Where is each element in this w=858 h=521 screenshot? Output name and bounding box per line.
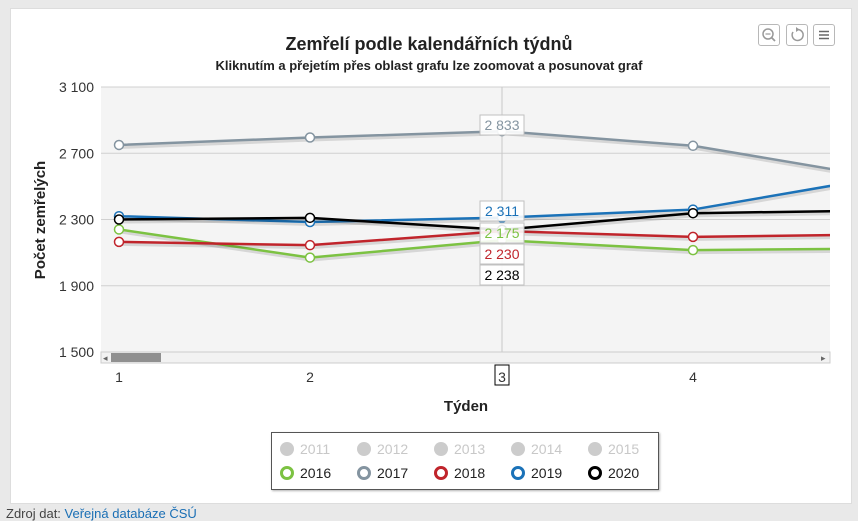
data-point-2016[interactable] bbox=[115, 225, 124, 234]
legend-label: 2017 bbox=[377, 465, 408, 481]
data-point-2018[interactable] bbox=[689, 232, 698, 241]
y-axis-label: Počet zemřelých bbox=[32, 161, 49, 279]
footer: Zdroj dat: Veřejná databáze ČSÚ bbox=[6, 506, 197, 521]
data-point-2016[interactable] bbox=[689, 246, 698, 255]
data-point-2020[interactable] bbox=[115, 215, 124, 224]
legend-label: 2018 bbox=[454, 465, 485, 481]
legend-label: 2015 bbox=[608, 441, 639, 457]
legend-label: 2012 bbox=[377, 441, 408, 457]
legend-item-2020[interactable]: 2020 bbox=[588, 463, 639, 483]
x-axis: 1 2 3 4 bbox=[115, 365, 697, 385]
legend-marker-icon bbox=[357, 466, 371, 480]
legend-item-2014[interactable]: 2014 bbox=[511, 439, 562, 459]
y-tick-label: 1 900 bbox=[59, 278, 94, 294]
data-point-2017[interactable] bbox=[115, 140, 124, 149]
legend: 2011 2012 2013 2014 2015 2016 2017 2018 2019 2020 bbox=[271, 432, 659, 490]
legend-marker-icon bbox=[588, 442, 602, 456]
legend-item-2018[interactable]: 2018 bbox=[434, 463, 485, 483]
legend-item-2017[interactable]: 2017 bbox=[357, 463, 408, 483]
x-tick-label: 3 bbox=[498, 369, 506, 385]
data-source-link[interactable]: Veřejná databáze ČSÚ bbox=[65, 506, 197, 521]
data-point-2017[interactable] bbox=[689, 141, 698, 150]
legend-label: 2016 bbox=[300, 465, 331, 481]
scrollbar-left-arrow[interactable]: ◂ bbox=[103, 353, 108, 363]
legend-item-2016[interactable]: 2016 bbox=[280, 463, 331, 483]
legend-label: 2013 bbox=[454, 441, 485, 457]
legend-marker-icon bbox=[280, 466, 294, 480]
y-tick-label: 2 300 bbox=[59, 212, 94, 228]
legend-item-2013[interactable]: 2013 bbox=[434, 439, 485, 459]
y-axis: 1 500 1 900 2 300 2 700 3 100 bbox=[59, 79, 94, 360]
legend-marker-icon bbox=[511, 442, 525, 456]
tooltip-label-2019: 2 311 bbox=[485, 203, 519, 219]
y-tick-label: 3 100 bbox=[59, 79, 94, 95]
legend-marker-icon bbox=[434, 466, 448, 480]
data-point-2016[interactable] bbox=[306, 253, 315, 262]
legend-marker-icon bbox=[588, 466, 602, 480]
x-axis-label: Týden bbox=[444, 398, 488, 415]
legend-marker-icon bbox=[511, 466, 525, 480]
tooltip-label-2017: 2 833 bbox=[484, 117, 519, 133]
y-tick-label: 1 500 bbox=[59, 344, 94, 360]
data-point-2018[interactable] bbox=[306, 241, 315, 250]
legend-item-2019[interactable]: 2019 bbox=[511, 463, 562, 483]
scrollbar-right-arrow[interactable]: ▸ bbox=[821, 353, 826, 363]
legend-label: 2020 bbox=[608, 465, 639, 481]
data-point-2020[interactable] bbox=[689, 209, 698, 218]
tooltip-label-2020: 2 238 bbox=[484, 267, 519, 283]
data-point-2018[interactable] bbox=[115, 237, 124, 246]
legend-marker-icon bbox=[357, 442, 371, 456]
y-tick-label: 2 700 bbox=[59, 145, 94, 161]
legend-marker-icon bbox=[434, 442, 448, 456]
data-point-2017[interactable] bbox=[306, 133, 315, 142]
tooltip-label-2018: 2 230 bbox=[484, 246, 519, 262]
legend-marker-icon bbox=[280, 442, 294, 456]
legend-label: 2019 bbox=[531, 465, 562, 481]
legend-item-2011[interactable]: 2011 bbox=[280, 439, 330, 459]
legend-item-2012[interactable]: 2012 bbox=[357, 439, 408, 459]
legend-label: 2014 bbox=[531, 441, 562, 457]
footer-prefix: Zdroj dat: bbox=[6, 506, 65, 521]
legend-item-2015[interactable]: 2015 bbox=[588, 439, 639, 459]
legend-label: 2011 bbox=[300, 441, 330, 457]
x-tick-label: 4 bbox=[689, 369, 697, 385]
data-point-2020[interactable] bbox=[306, 213, 315, 222]
tooltip-label-2016: 2 175 bbox=[484, 225, 519, 241]
scrollbar-thumb[interactable] bbox=[111, 353, 161, 362]
x-tick-label: 1 bbox=[115, 369, 123, 385]
x-tick-label: 2 bbox=[306, 369, 314, 385]
line-chart[interactable]: 1 500 1 900 2 300 2 700 3 100 1 2 3 4 2 833 2 31… bbox=[0, 0, 858, 430]
scrollbar-track[interactable] bbox=[101, 352, 830, 363]
